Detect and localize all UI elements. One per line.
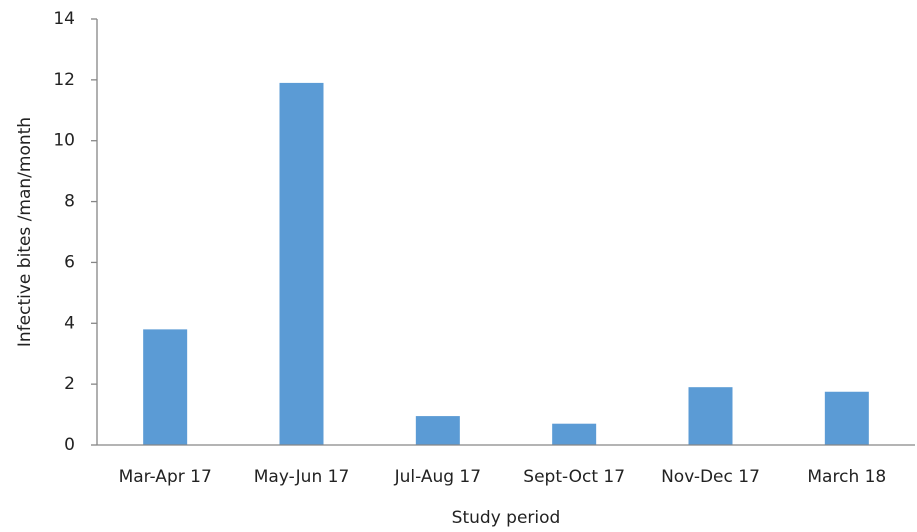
y-tick-label: 6 (64, 252, 75, 272)
bar (279, 82, 324, 446)
bar (143, 329, 188, 445)
y-tick-label: 14 (53, 9, 75, 29)
x-tick-label: Jul-Aug 17 (394, 467, 482, 487)
x-axis-title: Study period (452, 508, 561, 528)
y-tick-label: 4 (64, 313, 75, 333)
x-tick-label: May-Jun 17 (254, 467, 350, 487)
y-tick-label: 0 (64, 435, 75, 455)
y-tick-label: 2 (64, 374, 75, 394)
y-axis-title: Infective bites /man/month (15, 117, 35, 347)
x-tick-label: March 18 (807, 467, 886, 487)
y-tick-label: 12 (53, 70, 75, 90)
bar (824, 391, 869, 445)
x-tick-label: Mar-Apr 17 (119, 467, 212, 487)
bar (688, 387, 733, 445)
bar (552, 423, 597, 445)
x-tick-label: Nov-Dec 17 (661, 467, 760, 487)
bar (415, 416, 460, 445)
y-tick-label: 8 (64, 192, 75, 212)
x-tick-label: Sept-Oct 17 (523, 467, 625, 487)
y-tick-label: 10 (53, 131, 75, 151)
